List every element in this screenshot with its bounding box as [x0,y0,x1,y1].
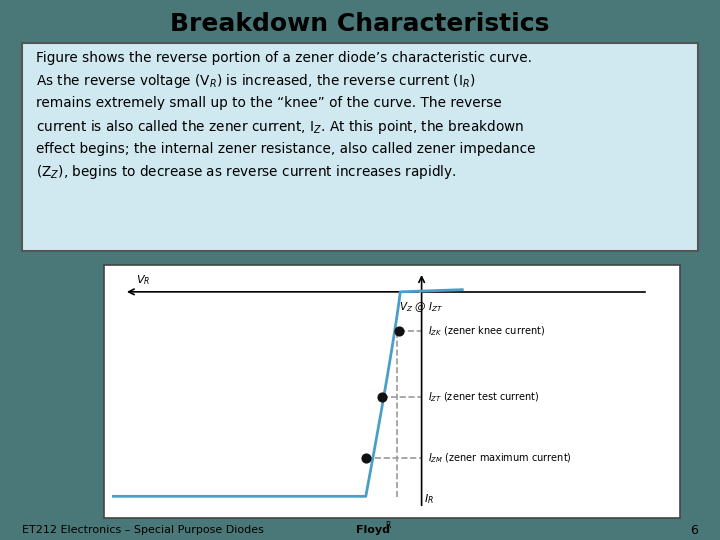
Text: $I_{ZK}$ (zener knee current): $I_{ZK}$ (zener knee current) [428,325,545,338]
Point [376,393,387,401]
Text: R: R [385,522,390,530]
Point [360,454,372,462]
Point [394,327,405,335]
Text: Breakdown Characteristics: Breakdown Characteristics [171,12,549,36]
Text: $V_Z$ @ $I_{ZT}$: $V_Z$ @ $I_{ZT}$ [400,300,444,314]
Text: 6: 6 [690,524,698,537]
Text: Figure shows the reverse portion of a zener diode’s characteristic curve.
As the: Figure shows the reverse portion of a ze… [36,51,536,181]
Text: Floyd: Floyd [356,525,390,535]
Text: $I_R$: $I_R$ [424,492,434,506]
Text: $V_R$: $V_R$ [136,273,150,287]
FancyBboxPatch shape [22,43,698,251]
Text: $I_{ZT}$ (zener test current): $I_{ZT}$ (zener test current) [428,390,539,403]
Text: ET212 Electronics – Special Purpose Diodes: ET212 Electronics – Special Purpose Diod… [22,525,264,535]
Text: $I_{ZM}$ (zener maximum current): $I_{ZM}$ (zener maximum current) [428,451,572,465]
FancyBboxPatch shape [104,265,680,518]
